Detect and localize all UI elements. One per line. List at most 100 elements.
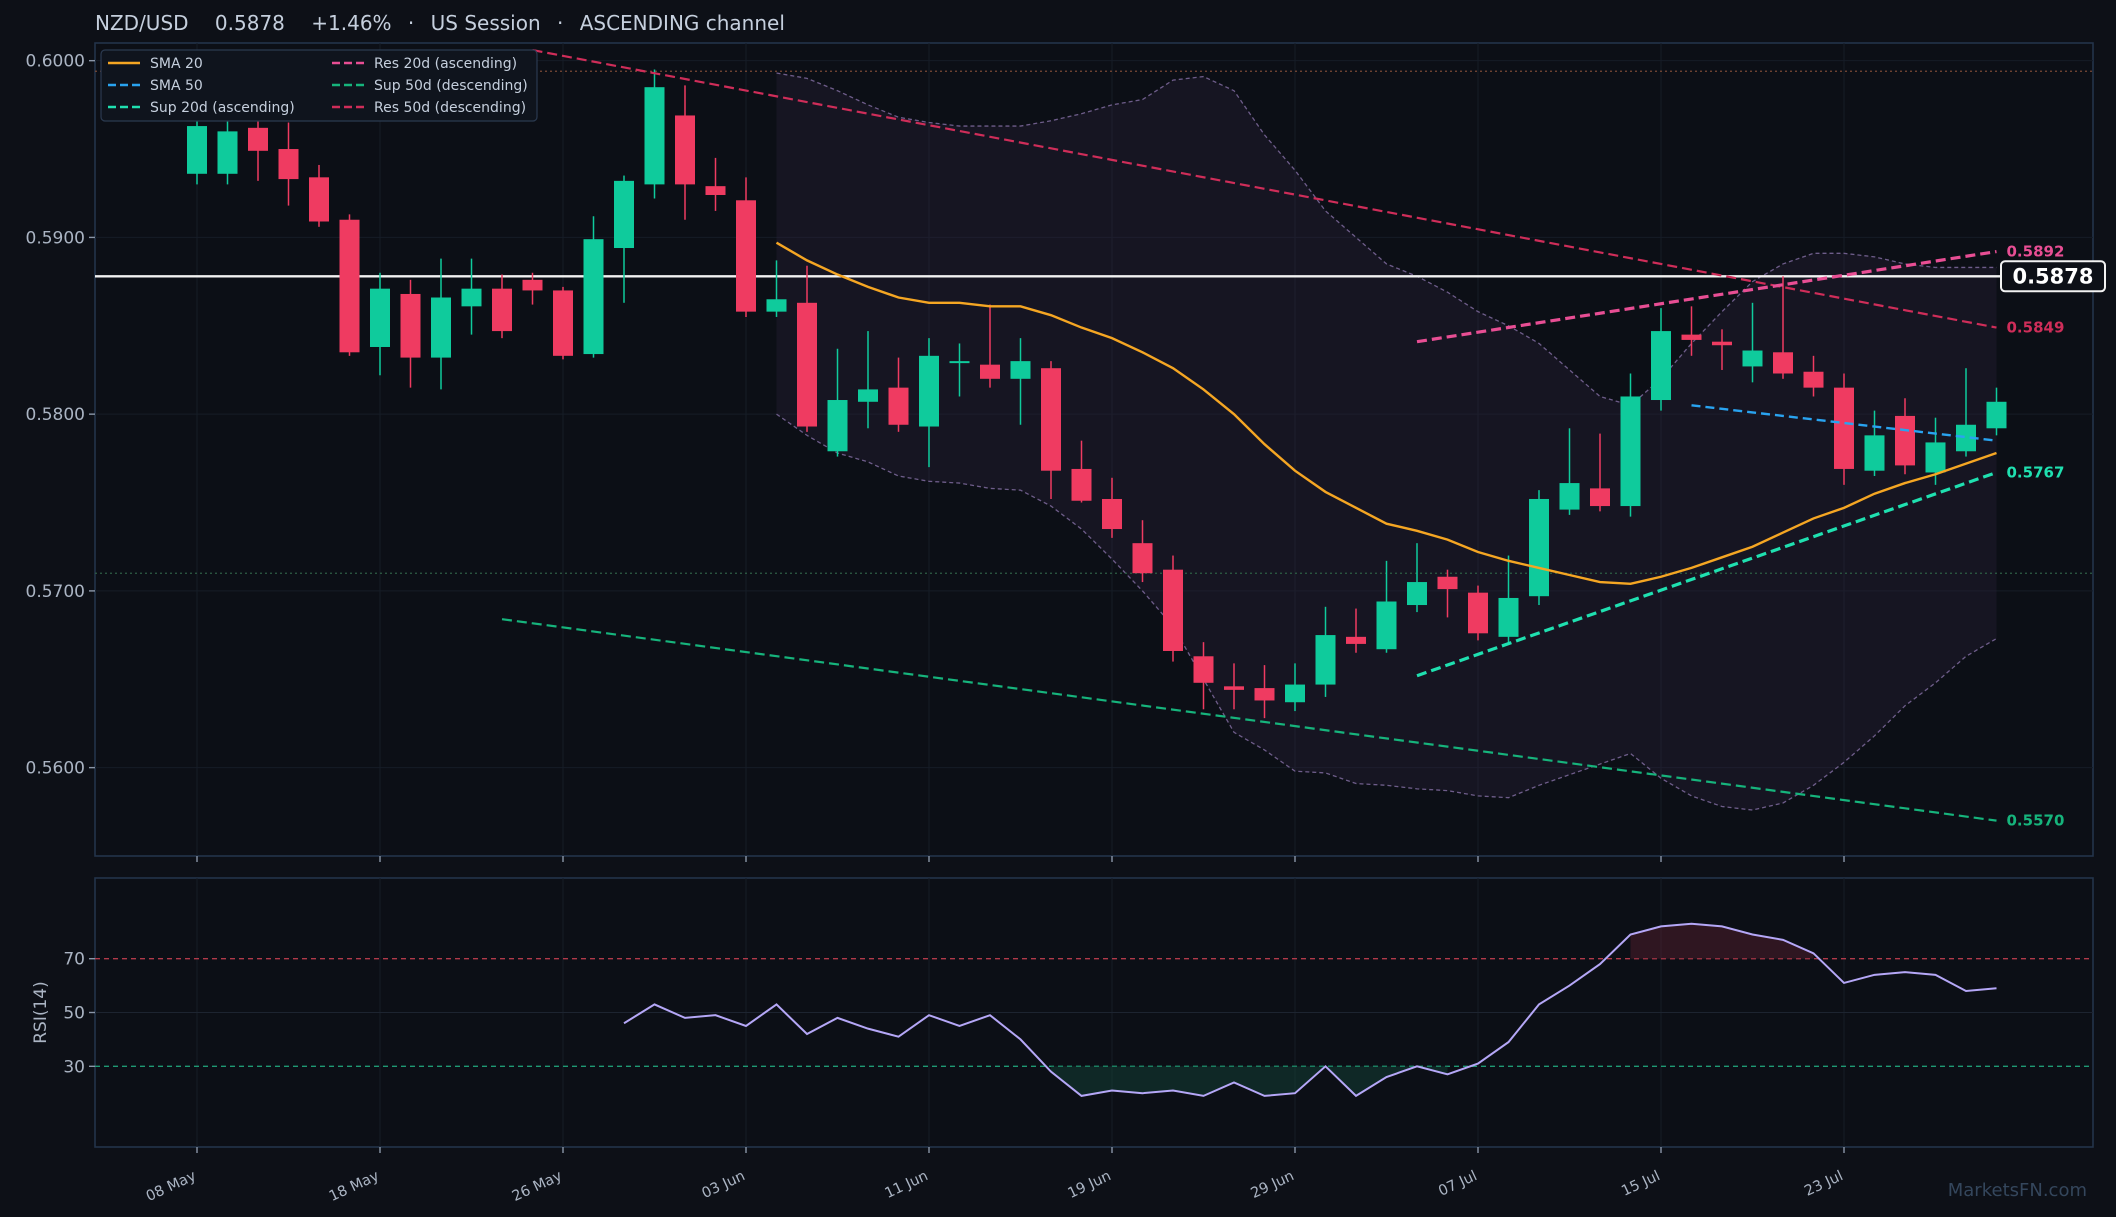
candle-body [553, 290, 573, 356]
price-y-tick-label: 0.5700 [26, 582, 85, 602]
candle-body [1559, 483, 1580, 510]
rsi-axis-label: RSI(14) [31, 981, 51, 1044]
candle-body [1224, 686, 1244, 690]
candle-body [1132, 543, 1153, 574]
candle-body [1407, 582, 1427, 606]
candle-body [309, 177, 329, 222]
candle-body [1620, 396, 1641, 507]
candle-body [736, 200, 756, 312]
candle-body [1071, 468, 1092, 501]
trendline-sup-asc [1416, 470, 1998, 678]
legend-label-sup-asc: Sup 20d (ascending) [150, 100, 295, 116]
candle-body [980, 364, 1000, 379]
trendline-label-res-asc: 0.5892 [2007, 243, 2065, 261]
legend-label-res-desc: Res 50d (descending) [374, 100, 526, 116]
candle-body [949, 361, 970, 364]
candle-body [1803, 371, 1824, 388]
candle-body [1376, 601, 1397, 650]
candle-body [522, 279, 543, 291]
bollinger-band-fill [776, 73, 1997, 811]
candle-body [1956, 424, 1976, 452]
candle-body [1925, 442, 1946, 473]
candle-body [1895, 415, 1915, 466]
candle-body [675, 115, 695, 185]
chart-title: NZD/USD 0.5878 +1.46% · US Session · ASC… [95, 11, 785, 35]
legend-label-sma50: SMA 50 [150, 78, 203, 94]
price-y-tick-label: 0.5800 [26, 405, 85, 425]
title-channel: ASCENDING channel [580, 11, 785, 35]
legend-label-sma20: SMA 20 [150, 56, 203, 72]
rsi-y-tick-label: 50 [63, 1004, 85, 1024]
candle-body [1529, 498, 1549, 597]
trendline-label-sup-asc: 0.5767 [2007, 463, 2065, 481]
price-y-tick-label: 0.6000 [26, 52, 85, 72]
candle-body [644, 87, 665, 185]
candle-body [1742, 350, 1763, 367]
candle-body [888, 387, 909, 425]
candle-body [492, 288, 512, 332]
candle-body [583, 239, 604, 355]
trendline-label-res-desc: 0.5849 [2007, 319, 2065, 337]
rsi-y-tick-label: 70 [63, 950, 85, 970]
candle-body [797, 302, 817, 427]
price-y-tick-label: 0.5900 [26, 228, 85, 248]
candle-body [705, 186, 726, 195]
candle-body [1864, 435, 1885, 471]
sma20-line [775, 241, 1997, 586]
trendline-res-asc [1416, 249, 1997, 344]
candle-body [1315, 635, 1336, 685]
sma50-line [1691, 404, 1997, 442]
candle-body [187, 126, 207, 174]
legend: SMA 20 SMA 50 Sup 20d (ascending) Res 20d (… [100, 49, 538, 122]
candle-body [919, 355, 939, 427]
rsi-panel: 08 May 18 May 26 May 03 Jun 11 Jun 19 Jun 29 J… [31, 877, 2094, 1205]
title-pair: NZD/USD [95, 11, 189, 35]
candle-body [248, 127, 268, 151]
price-panel-frame [94, 42, 2094, 857]
bollinger-upper-line [776, 72, 1997, 407]
title-session: US Session [431, 11, 541, 35]
candle-body [1498, 597, 1519, 637]
candle-body [1468, 592, 1488, 634]
current-price-badge [2000, 260, 2106, 293]
candle-body [400, 293, 421, 358]
candle-body [1193, 656, 1214, 683]
candle-body [1437, 576, 1458, 590]
candle-body [217, 131, 238, 174]
candle-body [1773, 352, 1793, 374]
legend-box [100, 49, 538, 122]
candle-body [1102, 498, 1122, 530]
candle-body [614, 180, 634, 249]
candle-body [1834, 387, 1854, 469]
trendline-sup-desc [501, 618, 1997, 822]
candle-body [1681, 334, 1702, 340]
candle-body [1285, 684, 1305, 703]
legend-label-sup-desc: Sup 50d (descending) [374, 78, 528, 94]
candle-body [1346, 636, 1366, 644]
candle-body [1712, 341, 1732, 346]
candle-body [827, 400, 848, 452]
watermark: MarketsFN.com [1948, 1180, 2087, 1201]
candle-body [461, 288, 482, 307]
candle-body [339, 219, 360, 353]
current-price-label: 0.5878 [2012, 264, 2093, 288]
candle-body [1041, 368, 1061, 471]
bollinger-lower-line [776, 413, 1997, 811]
candle-body [431, 297, 451, 358]
title-sep-1: · [408, 11, 414, 35]
rsi-oversold-fill [1051, 1066, 1448, 1096]
rsi-overbought-fill [1630, 923, 1814, 959]
title-change: +1.46% [311, 11, 391, 35]
rsi-y-tick-label: 30 [63, 1057, 85, 1077]
price-panel: 0.5600 0.5700 0.5800 0.5900 0.6000 0.5849 0.55… [26, 42, 2106, 862]
candle-body [370, 288, 390, 347]
trendline-res-desc [532, 48, 1997, 329]
title-sep-2: · [557, 11, 563, 35]
candle-body [1254, 688, 1275, 701]
candle-body [858, 389, 878, 402]
candle-body [766, 299, 787, 312]
candle-body [1163, 569, 1183, 651]
price-y-tick-label: 0.5600 [26, 759, 85, 779]
candle-body [1986, 401, 2007, 429]
